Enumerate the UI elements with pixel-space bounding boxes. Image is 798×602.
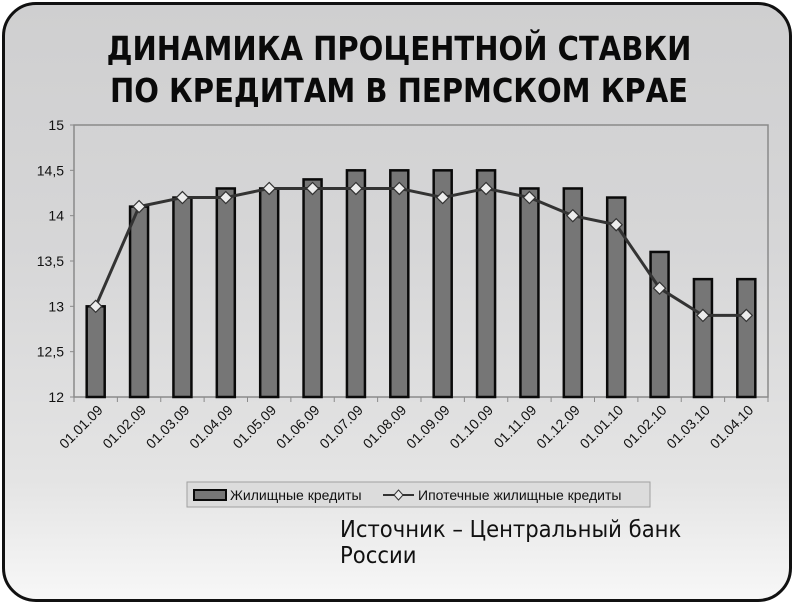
bar [649, 250, 670, 399]
y-axis: 12 12,5 13 13,5 14 14,5 15 [37, 117, 74, 405]
legend-box [186, 481, 651, 508]
y-tick-label: 13 [48, 298, 64, 314]
diamond-marker-icon [739, 308, 754, 323]
x-tick-label: 01.01.10 [576, 402, 626, 452]
bar [85, 305, 106, 399]
x-tick-label: 01.07.09 [316, 402, 366, 452]
legend: Жилищные кредиты Ипотечные жилищные кред… [186, 481, 651, 508]
legend-bar-label: Жилищные кредиты [230, 487, 362, 503]
legend-diamond-icon [393, 489, 404, 501]
title-line-1: ДИНАМИКА ПРОЦЕНТНОЙ СТАВКИ [106, 29, 692, 68]
diamond-marker-icon [696, 308, 710, 323]
bar [389, 169, 410, 399]
bar [172, 196, 193, 399]
title-line-2: ПО КРЕДИТАМ В ПЕРМСКОМ КРАЕ [109, 71, 689, 110]
bar [692, 277, 714, 399]
diamond-marker-icon [262, 181, 277, 196]
diamond-marker-icon [435, 190, 450, 205]
diamond-marker-icon [218, 190, 233, 205]
y-tick-label: 14 [48, 208, 64, 224]
bar [345, 169, 367, 399]
bar [736, 277, 757, 399]
y-tick-label: 12,5 [37, 344, 64, 360]
bar [432, 169, 453, 399]
x-tick-label: 01.01.09 [56, 402, 106, 452]
chart-title: ДИНАМИКА ПРОЦЕНТНОЙ СТАВКИ ПО КРЕДИТАМ В… [48, 28, 750, 112]
diamond-marker-icon [175, 190, 190, 205]
x-axis: 01.01.0901.02.0901.03.0901.04.0901.05.09… [56, 397, 769, 452]
legend-bar-swatch-icon [193, 489, 227, 501]
x-tick-label: 01.02.09 [99, 402, 149, 452]
bar [258, 187, 280, 399]
x-tick-label: 01.10.09 [446, 402, 496, 452]
diamond-marker-icon [609, 217, 624, 232]
bar [475, 169, 497, 399]
x-tick-label: 01.09.09 [403, 402, 453, 452]
x-tick-label: 01.05.09 [229, 402, 279, 452]
y-tick-label: 12 [48, 389, 64, 405]
y-tick-label: 14,5 [37, 162, 64, 178]
diamond-marker-icon [522, 190, 537, 205]
bar [302, 178, 323, 399]
x-tick-label: 01.03.09 [143, 402, 193, 452]
legend-line-label: Ипотечные жилищные кредиты [418, 487, 621, 503]
diamond-marker-icon [652, 281, 667, 296]
diamond-marker-icon [88, 299, 103, 314]
plot-area [73, 124, 769, 399]
x-tick-label: 01.12.09 [533, 402, 583, 452]
bar [605, 196, 627, 399]
diamond-marker-icon [565, 208, 580, 223]
y-tick-label: 13,5 [37, 253, 64, 269]
source-note: Источник – Центральный банк России [340, 517, 682, 569]
bar [562, 187, 584, 399]
diamond-marker-icon [392, 181, 407, 196]
x-tick-label: 01.04.09 [186, 402, 236, 452]
x-tick-label: 01.03.10 [663, 402, 713, 452]
bar [519, 187, 540, 399]
x-tick-label: 01.11.09 [490, 402, 539, 451]
x-tick-label: 01.04.10 [707, 402, 757, 452]
y-tick-label: 15 [48, 117, 64, 133]
line-series [94, 186, 747, 317]
bar [215, 187, 237, 399]
x-tick-label: 01.08.09 [360, 402, 410, 452]
diamond-marker-icon [349, 181, 363, 196]
x-tick-label: 01.02.10 [620, 402, 670, 452]
diamond-marker-icon [132, 199, 146, 214]
x-tick-label: 01.06.09 [273, 402, 323, 452]
bar [128, 205, 150, 399]
diamond-marker-icon [305, 181, 320, 196]
diamond-marker-icon [479, 181, 493, 196]
